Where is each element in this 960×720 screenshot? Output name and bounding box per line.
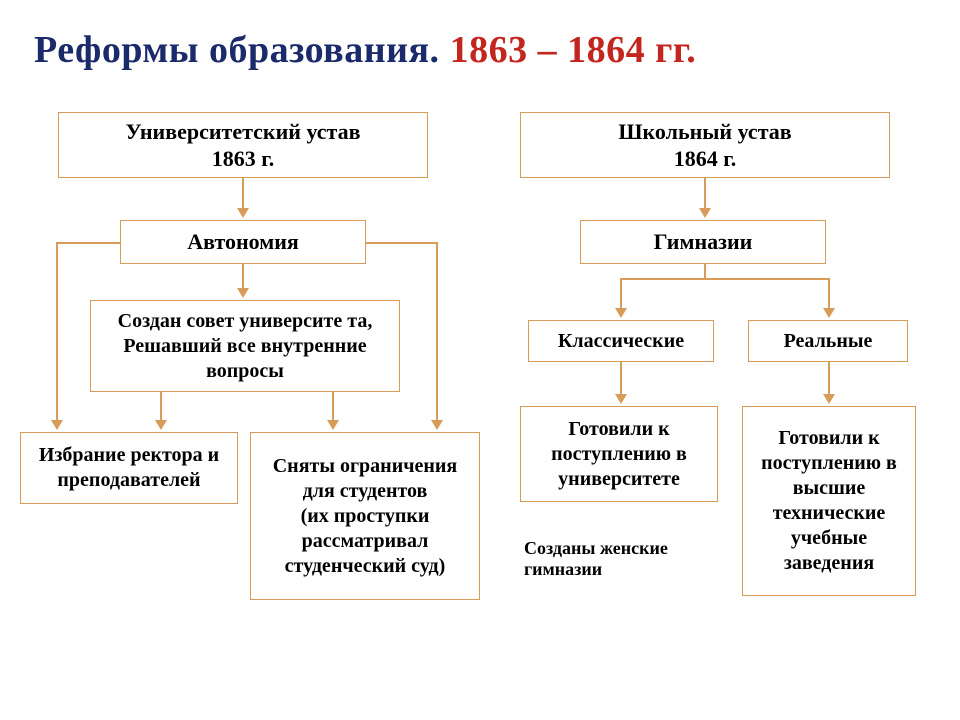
- connector: [704, 264, 706, 278]
- node-text: Готовили к: [551, 417, 687, 442]
- connector: [436, 242, 438, 422]
- node-text: (их проступки: [273, 504, 458, 529]
- connector: [56, 242, 120, 244]
- node-rector: Избрание ректора и преподавателей: [20, 432, 238, 504]
- note-female-gymnasiums: Созданы женские гимназии: [514, 532, 720, 586]
- node-text: Гимназии: [654, 228, 753, 256]
- arrowhead-down-icon: [823, 308, 835, 318]
- arrowhead-down-icon: [823, 394, 835, 404]
- node-univ-charter: Университетский устав 1863 г.: [58, 112, 428, 178]
- node-text: заведения: [761, 551, 897, 576]
- connector: [620, 362, 622, 396]
- connector: [242, 264, 244, 290]
- node-text: 1864 г.: [618, 145, 791, 173]
- node-text: Решавший все внутренние: [118, 334, 373, 359]
- node-text: для студентов: [273, 479, 458, 504]
- node-text: Автономия: [187, 228, 299, 256]
- node-restrictions: Сняты ограничения для студентов (их прос…: [250, 432, 480, 600]
- connector: [828, 278, 830, 310]
- node-text: Университетский устав: [126, 118, 361, 146]
- node-text: технические: [761, 501, 897, 526]
- title-accent: 1863 – 1864 гг.: [450, 29, 697, 71]
- arrowhead-down-icon: [615, 394, 627, 404]
- node-text: Создан совет университе та,: [118, 309, 373, 334]
- connector: [56, 242, 58, 422]
- node-text: высшие: [761, 476, 897, 501]
- node-classical: Классические: [528, 320, 714, 362]
- slide-title: Реформы образования. 1863 – 1864 гг.: [34, 28, 926, 72]
- node-text: поступлению в: [761, 451, 897, 476]
- flowchart: Университетский устав 1863 г. Школьный у…: [20, 102, 938, 682]
- node-text: 1863 г.: [126, 145, 361, 173]
- node-text: студенческий суд): [273, 554, 458, 579]
- note-text: Созданы женские: [524, 538, 710, 559]
- arrowhead-down-icon: [431, 420, 443, 430]
- connector: [828, 362, 830, 396]
- arrowhead-down-icon: [237, 288, 249, 298]
- node-prep-tech: Готовили к поступлению в высшие техничес…: [742, 406, 916, 596]
- node-text: Классические: [558, 329, 684, 354]
- node-real: Реальные: [748, 320, 908, 362]
- node-autonomy: Автономия: [120, 220, 366, 264]
- arrowhead-down-icon: [699, 208, 711, 218]
- arrowhead-down-icon: [237, 208, 249, 218]
- arrowhead-down-icon: [155, 420, 167, 430]
- connector: [620, 278, 830, 280]
- node-text: поступлению в: [551, 442, 687, 467]
- node-text: учебные: [761, 526, 897, 551]
- arrowhead-down-icon: [615, 308, 627, 318]
- connector: [620, 278, 622, 310]
- node-text: университете: [551, 467, 687, 492]
- node-text: Готовили к: [761, 426, 897, 451]
- connector: [704, 178, 706, 210]
- connector: [242, 178, 244, 210]
- node-prep-univ: Готовили к поступлению в университете: [520, 406, 718, 502]
- title-main: Реформы образования.: [34, 29, 450, 71]
- node-text: преподавателей: [39, 468, 219, 493]
- node-gymnasiums: Гимназии: [580, 220, 826, 264]
- node-text: Сняты ограничения: [273, 454, 458, 479]
- node-text: вопросы: [118, 359, 373, 384]
- note-text: гимназии: [524, 559, 710, 580]
- node-council: Создан совет университе та, Решавший все…: [90, 300, 400, 392]
- connector: [160, 392, 162, 422]
- connector: [332, 392, 334, 422]
- node-text: Школьный устав: [618, 118, 791, 146]
- node-text: Избрание ректора и: [39, 443, 219, 468]
- arrowhead-down-icon: [51, 420, 63, 430]
- node-school-charter: Школьный устав 1864 г.: [520, 112, 890, 178]
- node-text: Реальные: [784, 329, 873, 354]
- arrowhead-down-icon: [327, 420, 339, 430]
- node-text: рассматривал: [273, 529, 458, 554]
- connector: [366, 242, 438, 244]
